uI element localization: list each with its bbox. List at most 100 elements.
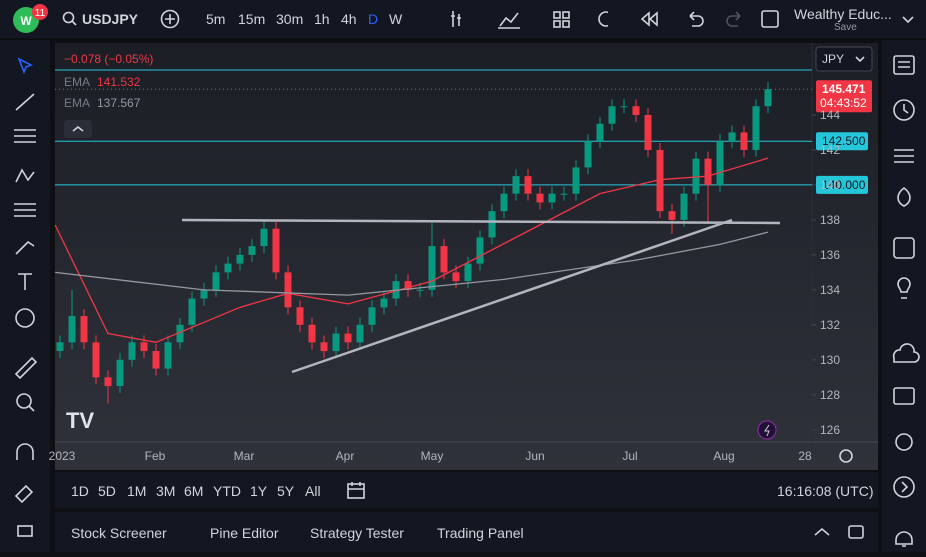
candle-body [128, 342, 136, 360]
candle-body [68, 316, 76, 343]
candle-body [440, 246, 448, 273]
x-tick-label: Jun [525, 449, 544, 463]
interval-button[interactable]: 30m [276, 11, 304, 27]
range-button[interactable]: YTD [213, 483, 241, 499]
candle-body [272, 228, 280, 273]
candle-body [320, 342, 328, 352]
x-tick-label: Apr [336, 449, 355, 463]
x-tick-label: 28 [798, 449, 812, 463]
candle-body [92, 342, 100, 378]
settings-icon[interactable] [839, 449, 853, 463]
candle-body [452, 272, 460, 282]
panel-tab[interactable]: Pine Editor [210, 525, 279, 541]
save-label[interactable]: Save [834, 22, 857, 33]
candle-body [80, 316, 88, 343]
candle-body [176, 324, 184, 343]
indicator-name: EMA [64, 75, 90, 89]
candle-body [572, 167, 580, 194]
candle-body [116, 359, 124, 387]
range-button[interactable]: 6M [184, 483, 204, 499]
candle-body [464, 263, 472, 282]
account-name[interactable]: Wealthy Educ... [794, 6, 892, 22]
candle-body [152, 351, 160, 369]
candle-body [140, 342, 148, 352]
currency-button[interactable] [815, 46, 873, 72]
candle-body [224, 263, 232, 273]
candle-body [656, 149, 664, 212]
candle-body [404, 281, 412, 290]
clock[interactable]: 16:16:08 (UTC) [777, 483, 874, 499]
range-button[interactable]: 1D [71, 483, 89, 499]
candle-body [644, 114, 652, 150]
range-button[interactable]: 5D [98, 483, 116, 499]
range-bar: 16:16:08 (UTC) 1D 5D 1M 3M 6M YTD 1Y 5Y All [55, 472, 878, 508]
y-tick-label: 144 [820, 108, 840, 122]
y-tick-label: 142 [820, 143, 840, 157]
candle-body [308, 324, 316, 343]
menu-chevron[interactable] [900, 12, 916, 28]
trendline-drawings[interactable] [181, 218, 781, 374]
sidebar-icons [892, 55, 920, 547]
y-tick-label: 132 [820, 318, 840, 332]
range-button[interactable]: 3M [156, 483, 176, 499]
candle-body [356, 324, 364, 343]
candle-body [608, 106, 616, 124]
toolbar-icons [451, 11, 608, 29]
interval-button[interactable]: D [368, 11, 379, 27]
candle-body [548, 193, 556, 203]
indicator-value: 141.532 [97, 75, 141, 89]
interval-button[interactable]: W [389, 11, 403, 27]
symbol[interactable]: USDJPY [82, 11, 139, 27]
candle-body [212, 272, 220, 290]
interval-button[interactable]: 1h [314, 11, 330, 27]
candle-body [680, 193, 688, 220]
candle-body [752, 106, 760, 150]
interval-button[interactable]: 5m [206, 11, 226, 27]
level-label: 140.000 [822, 178, 866, 192]
x-tick-label: Jul [622, 449, 637, 463]
last-price-label: 145.471 [822, 82, 866, 96]
change: −0.078 (−0.05%) [64, 52, 153, 66]
badge: 11 [35, 8, 46, 19]
x-tick-label: Feb [145, 449, 166, 463]
collapse-legend[interactable] [64, 120, 92, 138]
candle-body [500, 193, 508, 212]
drawing-toolbar [0, 40, 50, 552]
candle-body [512, 176, 520, 194]
interval-button[interactable]: 4h [341, 11, 357, 27]
candle-body [236, 254, 244, 264]
last-price-box [816, 80, 872, 113]
candle-body [248, 246, 256, 255]
candle-body [344, 333, 352, 343]
bottom-panel: Stock Screener Pine Editor Strategy Tester… [55, 512, 878, 552]
candle-body [188, 298, 196, 325]
candle-body [368, 307, 376, 325]
search-icon[interactable] [62, 11, 78, 27]
panel-tab[interactable]: Strategy Tester [310, 525, 404, 541]
panel-controls[interactable] [813, 522, 873, 542]
chart-background [55, 43, 878, 470]
candle-body [164, 342, 172, 369]
alert-icon[interactable] [757, 420, 777, 440]
y-tick-label: 136 [820, 248, 840, 262]
ema-line [55, 231, 769, 296]
range-button[interactable]: 5Y [277, 483, 295, 499]
countdown-label: 04:43:52 [820, 96, 867, 110]
indicator-value: 137.567 [97, 96, 141, 110]
add-icon[interactable] [160, 9, 180, 29]
range-button[interactable]: 1M [127, 483, 147, 499]
panel-tab[interactable]: Stock Screener [71, 525, 167, 541]
x-tick-label: May [421, 449, 444, 463]
panel-tab[interactable]: Trading Panel [437, 525, 524, 541]
interval-button[interactable]: 15m [238, 11, 266, 27]
candle-body [488, 211, 496, 238]
right-sidebar [882, 40, 926, 552]
level-label: 142.500 [822, 134, 866, 148]
calendar-icon[interactable] [345, 480, 367, 500]
y-tick-label: 130 [820, 353, 840, 367]
logo: W 11 [13, 4, 48, 33]
range-button[interactable]: 1Y [250, 483, 268, 499]
range-button[interactable]: All [305, 483, 321, 499]
